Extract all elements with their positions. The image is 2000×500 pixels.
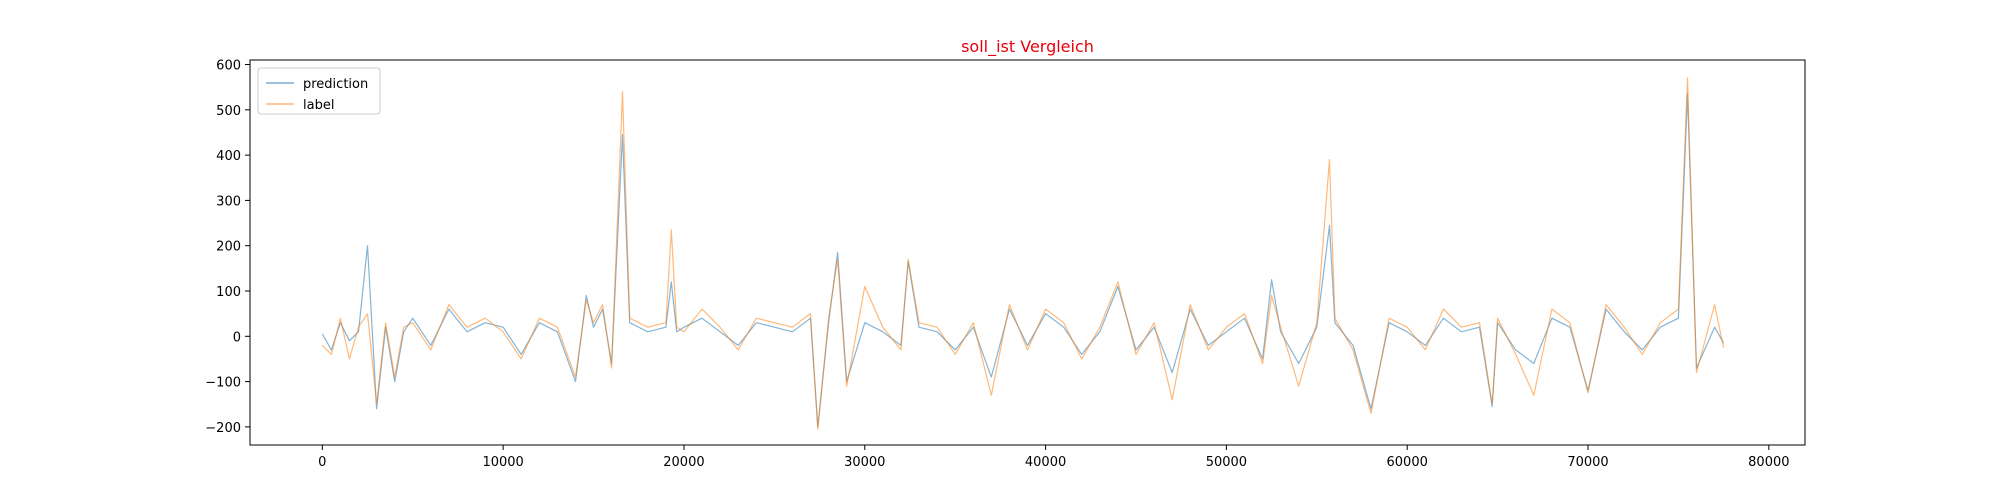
y-tick-label: 200 — [216, 240, 241, 255]
y-tick-label: −200 — [205, 421, 241, 436]
x-tick-label: 10000 — [482, 455, 523, 470]
chart-title: soll_ist Vergleich — [961, 37, 1094, 57]
y-tick-label: −100 — [205, 376, 241, 391]
y-tick-label: 400 — [216, 149, 241, 164]
legend-box — [257, 67, 381, 115]
y-axis: −200 −100 0 100 200 300 400 500 600 — [205, 59, 250, 436]
legend-label-label: label — [303, 98, 334, 113]
series-line-label — [321, 77, 1725, 430]
y-tick-label: 600 — [216, 59, 241, 74]
x-tick-label: 30000 — [844, 455, 885, 470]
plot-frame — [249, 59, 1806, 446]
x-tick-label: 0 — [318, 455, 326, 470]
legend-label-prediction: prediction — [303, 77, 368, 92]
x-axis: 0 10000 20000 30000 40000 50000 60000 70000 8000… — [318, 445, 1790, 470]
x-tick-label: 80000 — [1748, 455, 1789, 470]
legend: prediction label — [257, 67, 381, 115]
y-tick-label: 0 — [233, 330, 241, 345]
y-tick-label: 500 — [216, 104, 241, 119]
series-layer — [321, 77, 1725, 430]
x-tick-label: 60000 — [1387, 455, 1428, 470]
x-tick-label: 70000 — [1567, 455, 1608, 470]
x-tick-label: 40000 — [1025, 455, 1066, 470]
y-tick-label: 300 — [216, 194, 241, 209]
x-tick-label: 20000 — [663, 455, 704, 470]
x-tick-label: 50000 — [1206, 455, 1247, 470]
y-tick-label: 100 — [216, 285, 241, 300]
